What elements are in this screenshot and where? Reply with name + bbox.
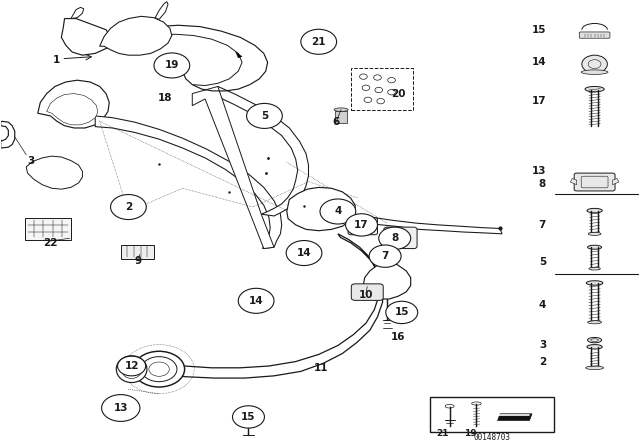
Text: 13: 13 (113, 403, 128, 413)
Polygon shape (612, 178, 619, 185)
FancyBboxPatch shape (384, 227, 417, 249)
Ellipse shape (334, 108, 348, 112)
Ellipse shape (589, 267, 600, 270)
Text: 12: 12 (124, 361, 139, 371)
Text: 17: 17 (354, 220, 369, 230)
Circle shape (238, 289, 274, 313)
Text: 5: 5 (539, 257, 546, 267)
Text: 7: 7 (539, 220, 546, 230)
Polygon shape (47, 94, 98, 125)
FancyBboxPatch shape (351, 284, 383, 300)
Ellipse shape (587, 208, 602, 213)
Circle shape (111, 194, 147, 220)
Polygon shape (26, 156, 83, 189)
Circle shape (301, 29, 337, 54)
Polygon shape (100, 16, 172, 55)
Text: 5: 5 (261, 111, 268, 121)
Text: 14: 14 (531, 57, 546, 67)
FancyBboxPatch shape (579, 32, 610, 38)
Polygon shape (159, 234, 383, 378)
FancyBboxPatch shape (574, 173, 615, 191)
Bar (121, 245, 154, 259)
Polygon shape (156, 2, 168, 19)
Text: 00148703: 00148703 (474, 433, 511, 442)
Polygon shape (364, 261, 411, 299)
Text: 14: 14 (249, 296, 264, 306)
Circle shape (118, 356, 146, 376)
Text: 6: 6 (332, 117, 340, 127)
Bar (335, 111, 347, 123)
Bar (351, 68, 413, 110)
Text: 15: 15 (394, 307, 409, 318)
Circle shape (320, 199, 356, 224)
Text: 10: 10 (359, 289, 373, 300)
Text: 1: 1 (53, 55, 61, 65)
Text: 9: 9 (134, 256, 141, 266)
Polygon shape (192, 86, 274, 249)
Ellipse shape (585, 86, 604, 92)
Circle shape (386, 301, 418, 323)
Ellipse shape (587, 345, 602, 349)
Text: 4: 4 (539, 300, 546, 310)
Text: 18: 18 (158, 93, 173, 103)
Text: 3: 3 (539, 340, 546, 349)
Ellipse shape (588, 321, 602, 324)
Circle shape (232, 406, 264, 428)
Circle shape (246, 103, 282, 129)
Ellipse shape (581, 70, 608, 74)
Polygon shape (95, 116, 282, 249)
Text: 20: 20 (390, 89, 405, 99)
Text: 15: 15 (532, 25, 546, 35)
Text: 8: 8 (391, 233, 398, 243)
Ellipse shape (586, 366, 604, 370)
Text: 8: 8 (539, 179, 546, 189)
Polygon shape (570, 178, 577, 185)
Polygon shape (71, 8, 84, 18)
Circle shape (582, 55, 607, 73)
Text: 15: 15 (241, 412, 256, 422)
Ellipse shape (586, 281, 603, 285)
Circle shape (379, 227, 411, 250)
Circle shape (134, 351, 184, 387)
Ellipse shape (588, 232, 601, 235)
Text: 13: 13 (532, 166, 546, 177)
Polygon shape (372, 217, 502, 234)
Polygon shape (1, 121, 15, 148)
Text: 21: 21 (436, 430, 449, 439)
Ellipse shape (588, 245, 602, 249)
Text: 3: 3 (28, 156, 35, 167)
Polygon shape (287, 187, 355, 231)
Circle shape (346, 214, 378, 236)
Text: 17: 17 (531, 96, 546, 106)
Text: 2: 2 (539, 357, 546, 366)
Circle shape (154, 53, 189, 78)
Text: 16: 16 (390, 332, 405, 341)
Circle shape (286, 241, 322, 266)
Polygon shape (38, 80, 109, 128)
Text: 4: 4 (334, 207, 342, 216)
Circle shape (388, 302, 416, 322)
Polygon shape (236, 52, 242, 58)
Polygon shape (218, 86, 308, 216)
FancyBboxPatch shape (348, 218, 378, 235)
Polygon shape (61, 18, 113, 55)
Text: 21: 21 (312, 37, 326, 47)
Circle shape (102, 395, 140, 422)
Circle shape (369, 245, 401, 267)
Text: 22: 22 (44, 238, 58, 248)
Text: 7: 7 (381, 251, 389, 261)
Polygon shape (497, 414, 532, 421)
Text: 14: 14 (297, 248, 311, 258)
Text: 2: 2 (125, 202, 132, 212)
Bar (25, 218, 71, 240)
Ellipse shape (116, 356, 147, 383)
Bar (430, 397, 554, 432)
Text: 11: 11 (314, 363, 328, 373)
Text: 19: 19 (464, 430, 476, 439)
Ellipse shape (588, 337, 602, 343)
Text: 19: 19 (164, 60, 179, 70)
